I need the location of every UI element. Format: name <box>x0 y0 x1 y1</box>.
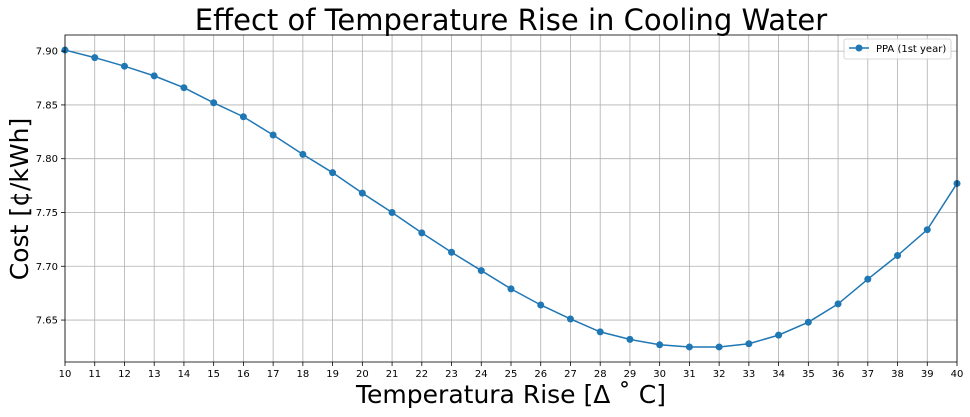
data-point <box>150 72 158 80</box>
data-point <box>120 62 128 70</box>
x-tick-label: 37 <box>861 369 874 380</box>
data-point <box>626 335 634 343</box>
x-tick-label: 15 <box>207 369 220 380</box>
data-point <box>834 300 842 308</box>
x-tick-label: 33 <box>742 369 755 380</box>
y-tick-label: 7.80 <box>36 154 58 165</box>
chart-title: Effect of Temperature Rise in Cooling Wa… <box>195 3 827 37</box>
data-point <box>715 343 723 351</box>
x-tick-label: 25 <box>505 369 518 380</box>
y-tick-label: 7.85 <box>36 100 58 111</box>
data-point <box>864 275 872 283</box>
data-point <box>566 315 574 323</box>
x-tick-label: 24 <box>475 369 488 380</box>
x-tick-label: 32 <box>713 369 726 380</box>
legend-entry: PPA (1st year) <box>876 44 946 55</box>
data-point <box>329 169 337 177</box>
legend: PPA (1st year) <box>843 38 952 60</box>
data-point <box>269 131 277 139</box>
x-tick-label: 26 <box>534 369 547 380</box>
x-tick-label: 17 <box>267 369 280 380</box>
data-point <box>477 267 485 275</box>
x-tick-label: 39 <box>921 369 934 380</box>
x-tick-label: 10 <box>59 369 72 380</box>
x-tick-label: 13 <box>148 369 161 380</box>
y-axis: 7.65 7.70 7.75 7.80 7.85 7.90 <box>36 47 65 327</box>
data-point <box>685 343 693 351</box>
x-tick-label: 11 <box>88 369 101 380</box>
data-point <box>596 328 604 336</box>
x-axis-label: Temperatura Rise [Δ ˚ C] <box>355 380 666 409</box>
data-point <box>418 229 426 237</box>
x-tick-label: 27 <box>564 369 577 380</box>
data-point <box>388 208 396 216</box>
data-point <box>358 189 366 197</box>
x-tick-label: 29 <box>624 369 637 380</box>
data-point <box>775 331 783 339</box>
x-tick-label: 18 <box>296 369 309 380</box>
x-tick-label: 14 <box>178 369 191 380</box>
x-tick-label: 20 <box>356 369 369 380</box>
x-tick-label: 35 <box>802 369 815 380</box>
data-point <box>210 99 218 107</box>
x-tick-label: 23 <box>445 369 458 380</box>
x-tick-label: 16 <box>237 369 250 380</box>
legend-box <box>843 38 952 60</box>
x-tick-label: 19 <box>326 369 339 380</box>
x-tick-label: 34 <box>772 369 785 380</box>
x-tick-label: 36 <box>832 369 845 380</box>
data-point <box>923 226 931 234</box>
x-axis: 10 11 12 13 14 15 16 17 18 19 20 21 22 23 24 25 26 27 28 29… <box>59 362 964 380</box>
x-tick-label: 38 <box>891 369 904 380</box>
x-tick-label: 28 <box>594 369 607 380</box>
y-tick-label: 7.90 <box>36 47 58 58</box>
x-tick-label: 12 <box>118 369 131 380</box>
y-tick-label: 7.65 <box>36 316 58 327</box>
data-point <box>804 318 812 326</box>
data-point <box>507 285 515 293</box>
data-point <box>745 340 753 348</box>
data-point <box>180 84 188 92</box>
x-tick-label: 21 <box>386 369 399 380</box>
data-point <box>448 248 456 256</box>
y-tick-label: 7.70 <box>36 262 58 273</box>
x-tick-label: 40 <box>951 369 964 380</box>
data-point <box>91 54 99 62</box>
y-axis-label: Cost [¢/kWh] <box>5 118 34 280</box>
x-tick-label: 22 <box>415 369 428 380</box>
series-layer <box>61 46 961 351</box>
y-tick-label: 7.75 <box>36 208 58 219</box>
data-point <box>894 252 902 260</box>
x-tick-label: 30 <box>653 369 666 380</box>
x-tick-label: 31 <box>683 369 696 380</box>
data-point <box>299 150 307 158</box>
data-point <box>239 113 247 121</box>
legend-marker <box>855 44 863 52</box>
data-point <box>656 341 664 349</box>
grid-lines <box>64 35 958 362</box>
data-point <box>537 301 545 309</box>
